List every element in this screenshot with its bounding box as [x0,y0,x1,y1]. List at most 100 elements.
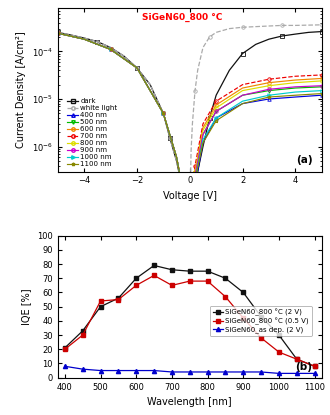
600 nm [182,196,186,201]
Line: 900 nm: 900 nm [56,32,323,215]
Line: 600 nm: 600 nm [56,32,323,215]
500 nm [193,178,197,183]
white light [186,211,190,216]
1100 nm [293,93,297,98]
900 nm [182,196,186,201]
500 nm [267,88,271,93]
800 nm [320,78,324,83]
500 nm [320,84,324,89]
900 nm [175,155,179,160]
800 nm [214,105,218,110]
white light [95,39,99,44]
SiGeN60_800 °C (2 V) [170,267,174,272]
SiGeN60_800 °C (2 V) [241,290,245,295]
1100 nm [135,66,139,71]
dark [182,196,186,201]
SiGeN60_800 °C (0.5 V) [313,364,316,369]
white light [135,66,139,71]
900 nm [109,47,113,52]
dark [320,29,324,34]
600 nm [188,211,192,216]
700 nm [320,73,324,78]
1000 nm [109,47,113,52]
X-axis label: Wavelength [nm]: Wavelength [nm] [148,397,232,407]
1100 nm [267,95,271,100]
dark [227,68,231,73]
white light [241,25,245,30]
dark [254,42,258,47]
Text: SiGeN60_800 °C: SiGeN60_800 °C [142,13,223,22]
SiGeN60_as dep. (2 V) [99,368,103,373]
1100 nm [241,101,245,106]
1000 nm [267,93,271,98]
SiGeN60_800 °C (0.5 V) [259,335,263,340]
dark [135,66,139,71]
1000 nm [188,211,192,216]
400 nm [193,183,197,188]
800 nm [267,83,271,88]
1000 nm [135,66,139,71]
500 nm [56,31,60,36]
dark [175,159,179,164]
white light [188,217,192,222]
1000 nm [161,111,165,116]
Line: SiGeN60_as dep. (2 V): SiGeN60_as dep. (2 V) [63,364,317,376]
600 nm [175,155,179,160]
900 nm [135,66,139,71]
SiGeN60_800 °C (0.5 V) [152,273,156,278]
SiGeN60_as dep. (2 V) [63,364,67,369]
SiGeN60_800 °C (0.5 V) [81,332,85,337]
SiGeN60_800 °C (0.5 V) [188,278,192,283]
white light [201,45,205,50]
700 nm [175,155,179,160]
500 nm [214,109,218,114]
600 nm [193,169,197,174]
white light [182,196,186,201]
white light [196,68,200,73]
white light [180,183,184,188]
dark [208,115,212,120]
1000 nm [82,37,86,42]
dark [201,144,205,149]
Line: 500 nm: 500 nm [56,32,323,215]
400 nm [182,196,186,201]
Line: 400 nm: 400 nm [56,32,323,215]
900 nm [193,173,197,178]
800 nm [188,211,192,216]
1000 nm [214,115,218,120]
900 nm [293,84,297,89]
800 nm [182,196,186,201]
white light [254,24,258,29]
400 nm [56,31,60,36]
SiGeN60_800 °C (2 V) [152,263,156,268]
Line: 700 nm: 700 nm [56,32,323,215]
700 nm [182,196,186,201]
white light [82,36,86,41]
500 nm [182,196,186,201]
400 nm [201,140,205,145]
1000 nm [293,90,297,95]
SiGeN60_800 °C (2 V) [313,364,316,369]
900 nm [214,109,218,114]
SiGeN60_as dep. (2 V) [259,369,263,374]
400 nm [320,93,324,98]
1100 nm [188,211,192,216]
1000 nm [201,137,205,142]
800 nm [135,66,139,71]
400 nm [175,155,179,160]
600 nm [56,31,60,36]
600 nm [241,85,245,90]
1000 nm [241,99,245,104]
dark [56,30,60,35]
600 nm [109,47,113,52]
1000 nm [193,178,197,183]
400 nm [188,211,192,216]
1100 nm [82,37,86,42]
SiGeN60_800 °C (2 V) [99,304,103,309]
500 nm [201,132,205,137]
Line: white light: white light [56,23,323,221]
Line: 1000 nm: 1000 nm [56,32,323,215]
600 nm [161,111,165,116]
SiGeN60_800 °C (0.5 V) [295,357,299,362]
700 nm [82,37,86,42]
